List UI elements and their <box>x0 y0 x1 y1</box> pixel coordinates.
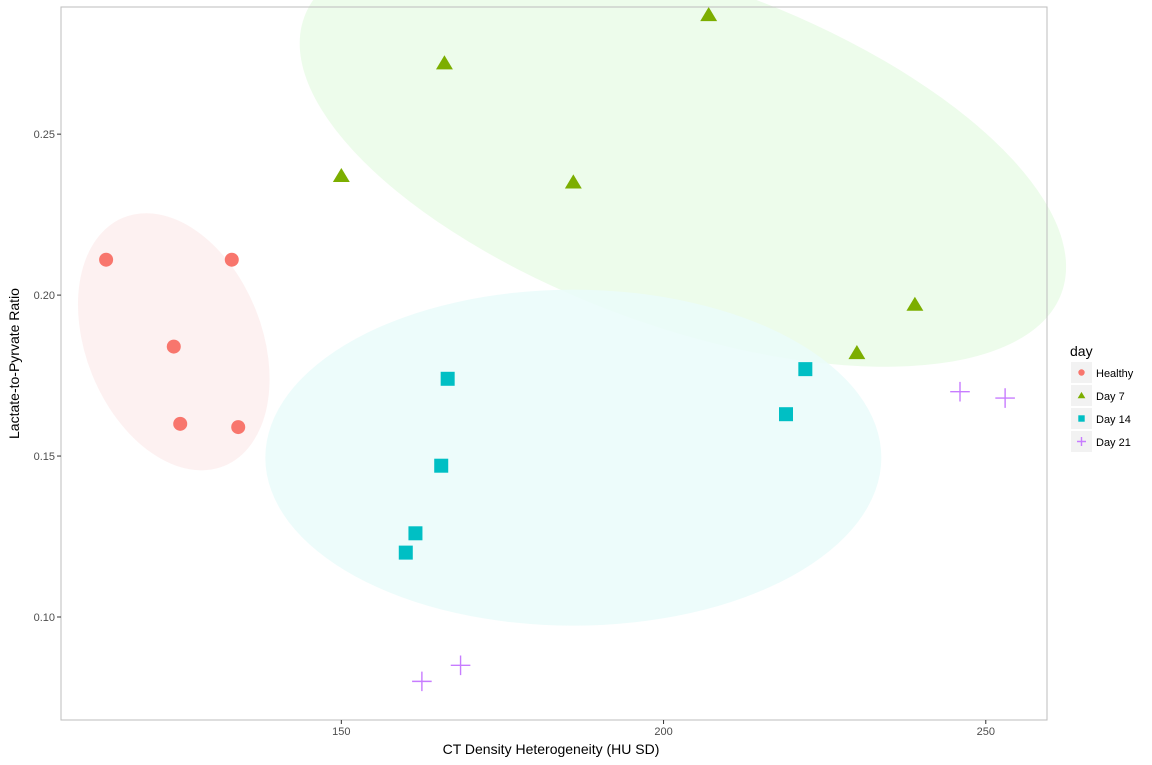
legend-label-day-7: Day 7 <box>1096 391 1125 403</box>
y-tick-label: 0.15 <box>34 451 55 463</box>
point-day-7-2 <box>435 55 453 70</box>
point-healthy-3 <box>173 416 188 431</box>
point-day-21-2 <box>450 655 471 676</box>
x-tick-label: 250 <box>977 726 995 738</box>
x-axis-title: CT Density Heterogeneity (HU SD) <box>443 741 660 757</box>
point-day-7-3 <box>564 174 582 189</box>
plot-border <box>60 6 1048 721</box>
point-day-7-4 <box>700 6 718 22</box>
point-day-14-3 <box>434 458 449 473</box>
legend-marker-day-7 <box>1077 391 1086 399</box>
data-points <box>99 6 1015 692</box>
legend-label-day-14: Day 14 <box>1096 414 1131 426</box>
point-day-14-1 <box>398 545 413 560</box>
point-day-14-2 <box>408 526 423 541</box>
legend-label-day-21: Day 21 <box>1096 437 1131 449</box>
x-axis: 150 200 250 <box>332 720 995 738</box>
point-day-7-5 <box>848 344 866 360</box>
point-healthy-4 <box>224 252 239 267</box>
point-day-14-5 <box>779 407 793 422</box>
y-axis: 0.10 0.15 0.20 0.25 <box>34 129 61 624</box>
x-tick-label: 200 <box>654 726 672 738</box>
point-day-7-1 <box>332 167 350 183</box>
y-axis-title: Lactate-to-Pyrvate Ratio <box>6 288 22 439</box>
point-day-21-3 <box>950 381 970 402</box>
legend: day Healthy Day 7 Day 14 Day 21 <box>1070 343 1134 452</box>
point-day-14-4 <box>440 371 455 386</box>
y-tick-label: 0.25 <box>34 129 55 141</box>
legend-marker-day-14 <box>1078 415 1085 422</box>
point-day-7-6 <box>906 296 924 311</box>
y-tick-label: 0.20 <box>34 290 55 302</box>
legend-marker-day-21 <box>1077 437 1086 446</box>
point-day-21-4 <box>995 388 1015 408</box>
legend-title: day <box>1070 343 1093 359</box>
point-healthy-2 <box>166 339 181 354</box>
ellipse-day-14 <box>265 289 882 626</box>
x-tick-label: 150 <box>332 726 350 738</box>
legend-label-healthy: Healthy <box>1096 368 1134 380</box>
ellipse-day-7 <box>299 0 1067 367</box>
legend-marker-healthy <box>1078 369 1085 376</box>
point-day-14-6 <box>798 362 813 377</box>
point-day-21-1 <box>412 671 432 692</box>
y-tick-label: 0.10 <box>34 612 55 624</box>
point-healthy-5 <box>231 420 246 435</box>
point-healthy-1 <box>99 252 114 267</box>
